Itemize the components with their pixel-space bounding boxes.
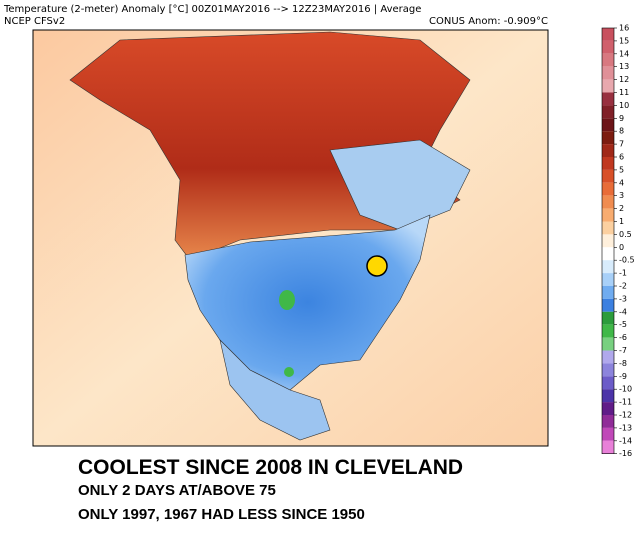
color-swatch [602, 118, 614, 132]
colorbar-label: 5 [619, 165, 624, 174]
colorbar-label: -1 [619, 269, 627, 278]
color-swatch [602, 363, 614, 377]
colorbar-label: 1 [619, 217, 624, 226]
color-swatch [602, 195, 614, 209]
colorbar-label: 4 [619, 178, 624, 187]
united-states [184, 214, 431, 391]
color-swatch [602, 376, 614, 390]
header-title: Temperature (2-meter) Anomaly [°C] 00Z01… [3, 4, 421, 15]
colorbar-label: 15 [619, 36, 629, 45]
color-swatch [602, 169, 614, 183]
color-swatch [602, 337, 614, 351]
colorbar-label: -7 [619, 346, 627, 355]
color-swatch [602, 324, 614, 338]
colorbar-label: 12 [619, 75, 629, 84]
colorbar-label: 6 [619, 153, 624, 162]
color-swatch [602, 350, 614, 364]
colorbar-label: -3 [619, 294, 627, 303]
green-patch [284, 367, 294, 377]
color-swatch [602, 208, 614, 222]
color-swatch [602, 221, 614, 235]
eastern-canada [329, 139, 471, 231]
color-swatch [602, 53, 614, 67]
cleveland-marker [366, 255, 388, 277]
color-swatch [602, 131, 614, 145]
color-swatch [602, 92, 614, 106]
header-anomaly: CONUS Anom: -0.909°C [429, 16, 548, 27]
color-swatch [602, 40, 614, 54]
color-swatch [602, 234, 614, 248]
color-swatch [602, 105, 614, 119]
color-swatch [602, 402, 614, 415]
colorbar-label: 10 [619, 101, 629, 110]
colorbar-label: 7 [619, 140, 624, 149]
caption-line: COOLEST SINCE 2008 IN CLEVELAND [78, 456, 463, 479]
colorbar-label: 0.5 [619, 230, 632, 239]
color-swatch [602, 298, 614, 312]
color-swatch [602, 286, 614, 299]
header-source: NCEP CFSv2 [4, 16, 65, 27]
colorbar-label: -6 [619, 333, 627, 342]
color-swatch [602, 311, 614, 325]
colorbar-label: -9 [619, 372, 627, 381]
colorbar-label: -13 [619, 423, 632, 432]
colorbar-label: -0.5 [619, 256, 635, 265]
colorbar-frame [601, 27, 615, 455]
colorbar-label: -14 [619, 436, 632, 445]
caption-line: ONLY 2 DAYS AT/ABOVE 75 [78, 482, 276, 499]
colorbar-label: -16 [619, 449, 632, 458]
colorbar-label: 16 [619, 24, 629, 33]
color-swatch [602, 79, 614, 93]
color-swatch [602, 273, 614, 286]
color-swatch [602, 144, 614, 157]
colorbar-label: -5 [619, 320, 627, 329]
color-swatch [602, 440, 614, 454]
color-swatch [602, 157, 614, 170]
colorbar-label: -12 [619, 411, 632, 420]
colorbar-label: 0 [619, 243, 624, 252]
colorbar-label: 2 [619, 204, 624, 213]
colorbar-label: -4 [619, 307, 627, 316]
green-patch [279, 290, 295, 310]
colorbar: 16 15 14 13 12 11 10 9 8 7 6 5 4 3 2 1 0.5 0 -0.5 -1 -2 -3 -4 -… [601, 24, 635, 458]
color-swatch [602, 247, 614, 261]
mexico [219, 339, 331, 441]
colorbar-label: 13 [619, 62, 629, 71]
colorbar-label: 9 [619, 114, 624, 123]
colorbar-label: 3 [619, 191, 624, 200]
color-swatch [602, 28, 614, 41]
colorbar-label: -10 [619, 385, 632, 394]
color-swatch [602, 66, 614, 80]
caption-line: ONLY 1997, 1967 HAD LESS SINCE 1950 [78, 506, 365, 523]
color-swatch [602, 389, 614, 403]
colorbar-label: -2 [619, 282, 627, 291]
colorbar-label: 8 [619, 127, 624, 136]
colorbar-label: -8 [619, 359, 627, 368]
colorbar-label: 14 [619, 49, 629, 58]
color-swatch [602, 427, 614, 441]
map [32, 29, 549, 447]
color-swatch [602, 415, 614, 428]
colorbar-label: -11 [619, 398, 632, 407]
color-swatch [602, 260, 614, 274]
color-swatch [602, 182, 614, 196]
colorbar-label: 11 [619, 88, 629, 97]
